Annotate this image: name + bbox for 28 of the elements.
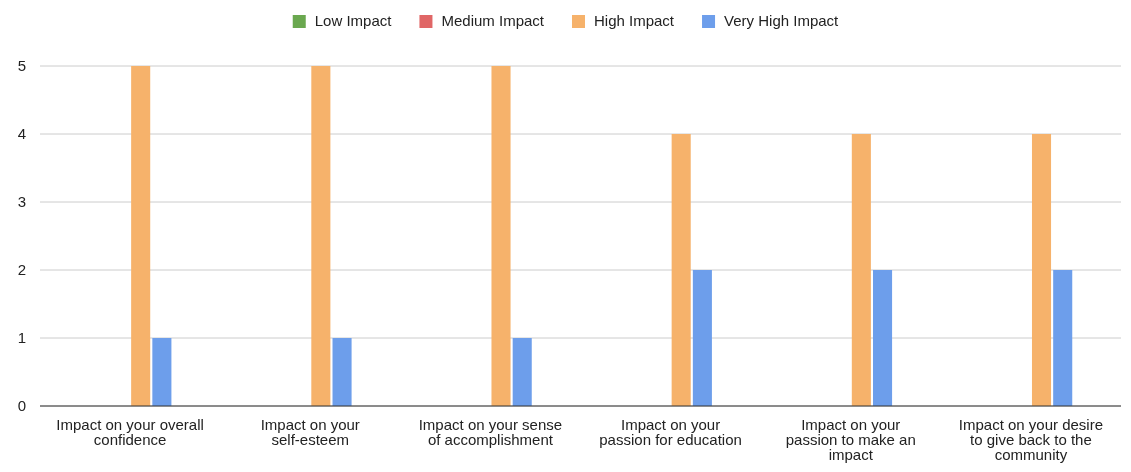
legend-label: Medium Impact <box>441 12 545 29</box>
x-tick-label: Impact on your passion to make an impact <box>785 416 916 463</box>
bar <box>1031 134 1052 406</box>
legend-label: Very High Impact <box>724 12 840 29</box>
y-tick-label: 5 <box>17 57 26 75</box>
bar <box>131 66 151 406</box>
x-tick-label: Impact on your passion for education <box>599 416 742 448</box>
bar <box>1053 270 1073 406</box>
y-tick-label: 3 <box>17 193 26 211</box>
bar <box>671 134 691 406</box>
bar <box>851 134 871 406</box>
y-tick-label: 2 <box>17 261 26 279</box>
bar <box>692 270 712 406</box>
y-tick-label: 1 <box>17 329 26 347</box>
x-tick-label: Impact on your sense of accomplishment <box>418 416 563 448</box>
x-tick-label: Impact on your overall confidence <box>56 416 204 448</box>
legend-label: Low Impact <box>314 12 393 29</box>
bar <box>311 66 331 406</box>
x-tick-label: Impact on your self-esteem <box>260 416 360 448</box>
bar <box>512 338 532 406</box>
bar <box>152 338 172 406</box>
x-tick-label: Impact on your desire to give back to the community <box>958 416 1104 463</box>
y-tick-label: 4 <box>17 125 26 143</box>
y-tick-label: 0 <box>17 397 26 415</box>
bar <box>873 270 893 406</box>
bar <box>491 66 511 406</box>
legend-label: High Impact <box>593 12 675 29</box>
bar <box>332 338 352 406</box>
